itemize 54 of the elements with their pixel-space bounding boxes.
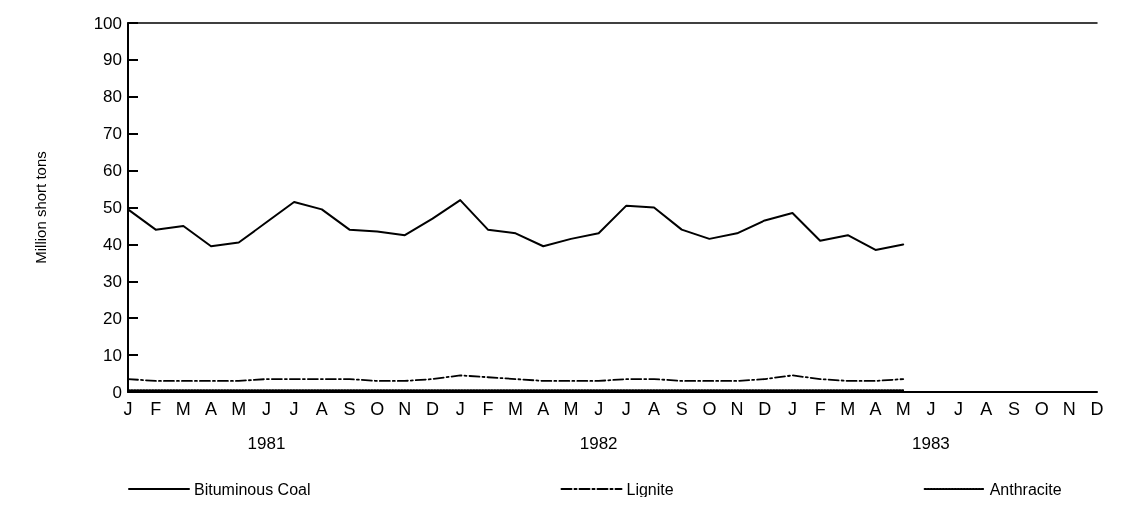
y-tick-label: 30 [103,271,122,291]
text: 1983 [911,434,950,453]
text: 1982 [579,434,618,453]
x-tick-label: J [787,399,797,419]
x-tick-label: S [675,399,688,419]
y-tick-label: 60 [103,161,122,181]
x-tick-label: J [621,399,631,419]
x-tick-label: F [150,399,162,419]
x-tick-label: J [594,399,604,419]
x-tick-label: F [482,399,494,419]
x-tick-label: A [315,399,328,419]
y-tick-label: 90 [103,50,122,70]
y-tick-label: 80 [103,87,122,107]
y-tick-label: 40 [103,234,122,254]
x-tick-label: S [343,399,356,419]
x-tick-label: J [954,399,964,419]
x-tick-label: J [289,399,299,419]
y-tick-label: 20 [103,308,122,328]
y-tick-label: 0 [112,382,122,402]
y-tick-label: 10 [103,345,122,365]
x-tick-label: J [926,399,936,419]
x-tick-label: D [426,399,440,419]
x-tick-label: F [814,399,826,419]
x-tick-label: A [648,399,661,419]
y-tick-label: 70 [103,124,122,144]
legend-label: Bituminous Coal [194,480,311,498]
x-tick-label: A [869,399,882,419]
x-tick-label: J [123,399,133,419]
legend-label: Lignite [626,480,674,498]
x-tick-label: J [455,399,465,419]
x-tick-label: M [563,399,579,419]
x-tick-label: O [370,399,385,419]
x-tick-label: A [205,399,218,419]
x-tick-label: O [702,399,717,419]
x-tick-label: A [980,399,993,419]
x-tick-label: M [175,399,191,419]
x-tick-label: O [1034,399,1049,419]
x-tick-label: M [895,399,911,419]
x-tick-label: N [730,399,744,419]
x-tick-label: M [840,399,856,419]
y-tick-label: 100 [93,13,122,33]
x-tick-label: A [537,399,550,419]
x-tick-label: M [231,399,247,419]
x-tick-label: M [508,399,524,419]
x-tick-label: D [1090,399,1104,419]
x-tick-label: J [261,399,271,419]
y-tick-label: 50 [103,198,122,217]
x-tick-label: N [398,399,412,419]
x-tick-label: D [758,399,772,419]
x-tick-label: S [1007,399,1020,419]
y-axis-title: Million short tons [32,151,49,264]
x-tick-label: N [1062,399,1076,419]
legend-label: Anthracite [989,480,1062,498]
text: 1981 [247,434,286,453]
